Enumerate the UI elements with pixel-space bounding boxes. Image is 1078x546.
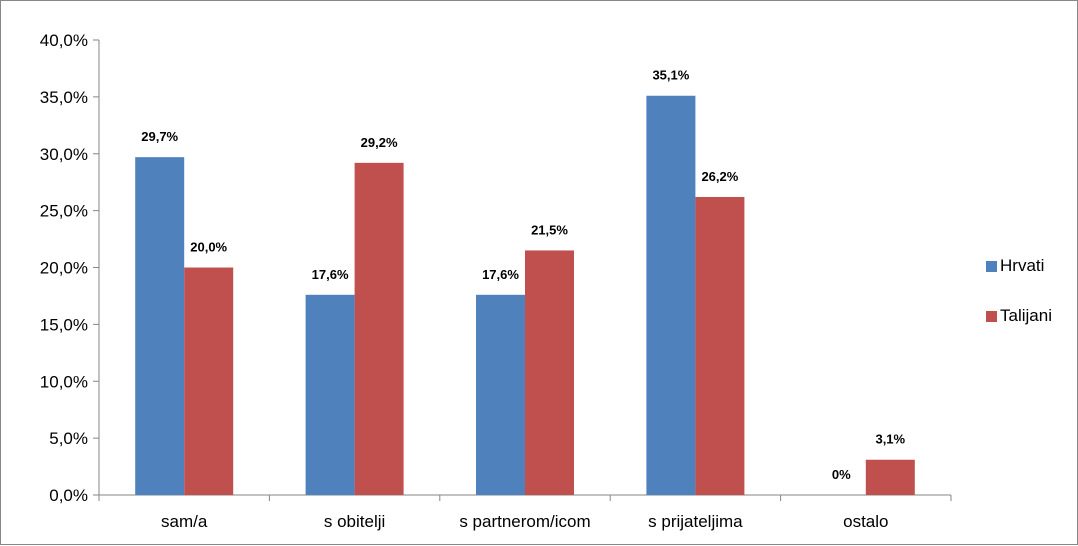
legend-swatch-talijani bbox=[986, 310, 997, 322]
bar-hrvati-1 bbox=[135, 157, 185, 495]
y-tick-label: 25,0% bbox=[40, 202, 88, 221]
x-tick-label: ostalo bbox=[843, 512, 888, 531]
data-label-talijani-3: 21,5% bbox=[531, 222, 568, 237]
legend: Hrvati Talijani bbox=[986, 253, 1052, 353]
y-tick-label: 0,0% bbox=[49, 486, 88, 505]
bars bbox=[135, 95, 915, 496]
y-tick-label: 40,0% bbox=[40, 31, 88, 50]
data-label-talijani-2: 29,2% bbox=[361, 135, 398, 150]
data-label-talijani-1: 20,0% bbox=[190, 240, 227, 255]
x-tick-label: s obitelji bbox=[324, 512, 385, 531]
data-label-hrvati-5: 0% bbox=[832, 467, 851, 482]
legend-label-hrvati: Hrvati bbox=[1000, 256, 1045, 275]
legend-item-hrvati: Hrvati bbox=[986, 253, 1052, 279]
data-labels: 29,7% 17,6% 17,6% 35,1% 0% 20,0% 29,2% 21,5% 26,… bbox=[141, 68, 905, 482]
y-tick-label: 30,0% bbox=[40, 145, 88, 164]
legend-swatch-hrvati bbox=[986, 260, 997, 272]
legend-label-talijani: Talijani bbox=[1000, 306, 1052, 325]
data-label-hrvati-4: 35,1% bbox=[652, 68, 689, 83]
bar-talijani-1 bbox=[184, 267, 234, 495]
bar-hrvati-4 bbox=[646, 95, 696, 496]
data-label-hrvati-3: 17,6% bbox=[482, 267, 519, 282]
bar-hrvati-2 bbox=[305, 294, 355, 495]
bar-talijani-4 bbox=[695, 196, 745, 495]
axes: 0,0% 5,0% 10,0% 15,0% 20,0% 25,0% 30,0% 35,0% 40… bbox=[40, 31, 952, 531]
bar-hrvati-3 bbox=[476, 294, 525, 495]
data-label-hrvati-2: 17,6% bbox=[312, 267, 349, 282]
x-tick-label: s prijateljima bbox=[648, 512, 743, 531]
data-label-talijani-5: 3,1% bbox=[875, 432, 905, 447]
data-label-talijani-4: 26,2% bbox=[701, 169, 738, 184]
x-tick-label: sam/a bbox=[161, 512, 208, 531]
bar-talijani-3 bbox=[525, 250, 574, 495]
y-tick-label: 35,0% bbox=[40, 88, 88, 107]
bar-talijani-2 bbox=[354, 162, 404, 495]
y-tick-label: 10,0% bbox=[40, 372, 88, 391]
bar-talijani-5 bbox=[865, 459, 915, 495]
y-tick-label: 5,0% bbox=[49, 429, 88, 448]
data-label-hrvati-1: 29,7% bbox=[141, 129, 178, 144]
legend-item-talijani: Talijani bbox=[986, 303, 1052, 329]
y-tick-label: 20,0% bbox=[40, 259, 88, 278]
y-tick-label: 15,0% bbox=[40, 315, 88, 334]
x-tick-label: s partnerom/icom bbox=[459, 512, 590, 531]
